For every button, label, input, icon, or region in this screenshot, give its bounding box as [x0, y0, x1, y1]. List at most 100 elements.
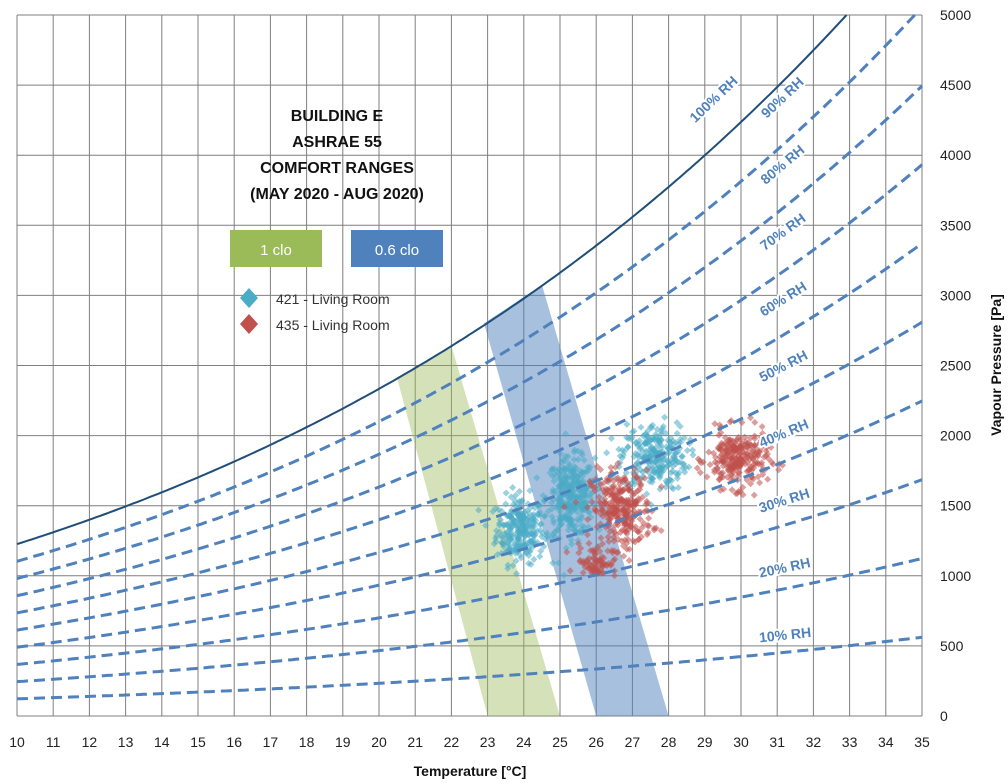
point-421 [518, 515, 526, 523]
point-421 [556, 516, 564, 524]
point-421 [540, 512, 548, 520]
point-421 [525, 510, 533, 518]
point-421 [564, 526, 572, 534]
point-421 [489, 508, 497, 516]
point-435 [560, 503, 568, 511]
point-421 [654, 436, 662, 444]
point-435 [739, 448, 747, 456]
point-421 [496, 528, 504, 536]
point-421 [562, 430, 570, 438]
point-421 [572, 464, 580, 472]
rh-curves [16, 13, 924, 701]
point-435 [597, 499, 605, 507]
point-421 [689, 451, 697, 459]
point-435 [604, 547, 612, 555]
point-435 [743, 467, 751, 475]
point-421 [645, 446, 653, 454]
point-435 [572, 498, 580, 506]
zone-legend: 1 clo 0.6 clo [230, 230, 443, 267]
point-435 [605, 560, 613, 568]
point-421 [507, 513, 515, 521]
point-435 [624, 535, 632, 543]
point-435 [599, 485, 607, 493]
point-435 [575, 549, 583, 557]
point-421 [529, 514, 537, 522]
point-421 [649, 474, 657, 482]
point-435 [591, 483, 599, 491]
point-421 [509, 561, 517, 569]
point-421 [574, 447, 582, 455]
x-tick-30: 30 [733, 734, 749, 750]
point-435 [583, 503, 591, 511]
y-tick-500: 500 [940, 638, 964, 654]
y-tick-0: 0 [940, 708, 948, 724]
point-421 [521, 524, 529, 532]
point-421 [674, 471, 682, 479]
point-435 [587, 547, 595, 555]
x-tick-23: 23 [480, 734, 496, 750]
point-421 [482, 522, 490, 530]
point-435 [609, 506, 617, 514]
point-435 [714, 445, 722, 453]
point-421 [662, 429, 670, 437]
point-421 [568, 540, 576, 548]
point-435 [597, 556, 605, 564]
point-435 [611, 494, 619, 502]
point-435 [749, 456, 757, 464]
point-421 [689, 446, 697, 454]
point-421 [570, 455, 578, 463]
point-435 [598, 540, 606, 548]
x-tick-22: 22 [444, 734, 460, 750]
point-435 [607, 464, 615, 472]
point-421 [539, 492, 547, 500]
rh-curve-10 [16, 635, 923, 701]
point-421 [577, 502, 585, 510]
point-421 [507, 493, 515, 501]
point-435 [706, 461, 714, 469]
series-legend: 421 - Living Room 435 - Living Room [240, 288, 390, 334]
point-421 [549, 559, 557, 567]
point-435 [657, 527, 665, 535]
point-421 [547, 533, 555, 541]
rh-curve-70 [16, 163, 923, 598]
point-421 [548, 512, 556, 520]
point-435 [629, 501, 637, 509]
point-435 [721, 434, 729, 442]
point-435 [625, 557, 633, 565]
zone-legend-06clo-box [351, 230, 443, 267]
legend-label-435: 435 - Living Room [276, 317, 390, 333]
point-421 [603, 449, 611, 457]
legend-marker-435 [240, 314, 258, 334]
point-421 [672, 456, 680, 464]
point-421 [576, 467, 584, 475]
point-421 [521, 532, 529, 540]
point-421 [664, 436, 672, 444]
point-421 [669, 467, 677, 475]
point-435 [650, 526, 658, 534]
x-tick-29: 29 [697, 734, 713, 750]
x-tick-18: 18 [299, 734, 315, 750]
rh-curve-100 [16, 14, 848, 546]
point-421 [550, 519, 558, 527]
point-435 [643, 497, 651, 505]
point-421 [583, 468, 591, 476]
point-435 [765, 455, 773, 463]
point-421 [648, 436, 656, 444]
x-tick-32: 32 [806, 734, 822, 750]
zone-legend-06clo-label: 0.6 clo [375, 242, 419, 259]
point-435 [610, 485, 618, 493]
point-421 [506, 525, 514, 533]
point-435 [606, 528, 614, 536]
point-421 [654, 440, 662, 448]
point-435 [584, 564, 592, 572]
point-435 [590, 559, 598, 567]
point-435 [694, 455, 702, 463]
point-435 [741, 453, 749, 461]
rh-curve-50 [16, 320, 923, 632]
point-435 [734, 487, 742, 495]
point-435 [705, 448, 713, 456]
point-421 [647, 423, 655, 431]
point-421 [578, 451, 586, 459]
point-421 [553, 526, 561, 534]
point-435 [584, 531, 592, 539]
